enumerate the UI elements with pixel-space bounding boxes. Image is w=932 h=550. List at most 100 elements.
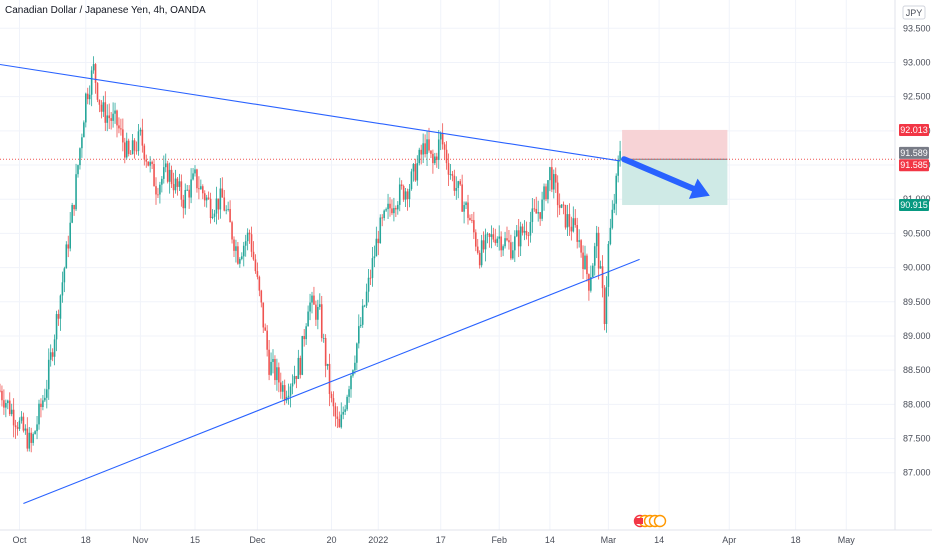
- candle-body: [203, 193, 206, 201]
- candle-body: [69, 222, 71, 249]
- candle-body: [135, 150, 138, 152]
- candle-body: [53, 339, 56, 357]
- candle-body: [287, 395, 290, 398]
- candle-body: [51, 352, 54, 357]
- candle-body: [90, 70, 93, 95]
- candle-body: [599, 266, 602, 269]
- candle-body: [461, 184, 463, 212]
- candle-body: [180, 181, 183, 200]
- stop-loss-label: 92.013: [900, 125, 928, 135]
- candle-body: [387, 203, 389, 210]
- candle-body: [104, 102, 107, 123]
- candle-body: [1, 390, 3, 401]
- candle-body: [529, 221, 532, 236]
- candle-body: [155, 186, 157, 195]
- candle-body: [336, 416, 339, 419]
- candle-body: [393, 207, 395, 214]
- candle-body: [14, 425, 17, 428]
- candle-body: [611, 209, 614, 228]
- candle-body: [139, 129, 142, 132]
- candle-body: [133, 140, 136, 151]
- candle-body: [590, 277, 592, 291]
- candle-body: [617, 160, 619, 176]
- candle-body: [49, 352, 52, 360]
- candle-body: [478, 252, 481, 266]
- candle-body: [303, 336, 305, 340]
- candle-body: [578, 240, 580, 242]
- candle-body: [149, 161, 151, 166]
- time-tick: 14: [545, 535, 555, 545]
- candle-body: [163, 167, 165, 179]
- candle-body: [281, 385, 284, 392]
- candle-body: [334, 406, 337, 417]
- support-trendline[interactable]: [23, 258, 640, 505]
- candle-body: [406, 191, 409, 200]
- candle-body: [395, 207, 397, 210]
- candle-body: [12, 409, 15, 426]
- event-marker-icon[interactable]: [653, 514, 667, 528]
- candle-body: [527, 235, 530, 236]
- candle-body: [274, 359, 276, 381]
- candle-body: [365, 291, 368, 306]
- candle-body: [211, 216, 214, 219]
- candle-body: [108, 115, 110, 119]
- time-tick: May: [838, 535, 856, 545]
- candle-body: [541, 199, 543, 219]
- candle-body: [166, 163, 169, 182]
- resistance-trendline[interactable]: [0, 63, 621, 162]
- candle-body: [358, 326, 360, 344]
- candle-body: [276, 367, 278, 381]
- candle-body: [297, 357, 300, 379]
- price-tick: 89.000: [903, 331, 931, 341]
- candle-body: [515, 230, 518, 237]
- candle-body: [268, 349, 270, 375]
- candle-body: [207, 197, 210, 199]
- candle-body: [418, 149, 421, 164]
- candle-body: [233, 239, 235, 251]
- candle-body: [586, 255, 588, 275]
- candle-body: [264, 327, 266, 331]
- time-tick: Nov: [132, 535, 149, 545]
- candle-body: [593, 246, 596, 266]
- candle-body: [402, 186, 405, 200]
- candle-body: [453, 175, 456, 191]
- candle-body: [556, 182, 559, 206]
- candle-body: [258, 276, 261, 291]
- event-markers[interactable]: [633, 514, 667, 528]
- time-tick: Mar: [601, 535, 617, 545]
- candle-body: [174, 178, 177, 191]
- currency-badge[interactable]: JPY: [902, 5, 926, 20]
- candle-body: [330, 393, 333, 399]
- candle-body: [241, 256, 243, 260]
- candle-body: [147, 161, 149, 166]
- candle-body: [506, 238, 508, 241]
- time-axis[interactable]: Oct 18 Nov 15 Dec 20 2022 17 Feb 14 Mar 14 Apr 18 May: [12, 535, 855, 545]
- candle-body: [554, 174, 557, 183]
- candle-body: [40, 403, 42, 408]
- candle-body: [533, 208, 536, 210]
- price-axis[interactable]: 87.000 87.500 88.000 88.500 89.000 89.500 90.0…: [903, 23, 931, 477]
- candle-body: [584, 255, 586, 270]
- time-tick: 2022: [368, 535, 388, 545]
- candle-body: [295, 376, 298, 379]
- candle-body: [488, 233, 491, 237]
- time-tick: Oct: [12, 535, 27, 545]
- candle-body: [436, 156, 438, 160]
- candle-body: [26, 428, 29, 449]
- candle-body: [196, 169, 198, 189]
- price-tick: 93.000: [903, 57, 931, 67]
- candle-body: [400, 184, 403, 187]
- candle-body: [186, 189, 188, 191]
- candle-body: [619, 151, 621, 161]
- time-tick: Apr: [722, 535, 736, 545]
- candle-body: [301, 336, 304, 375]
- candle-body: [305, 326, 307, 340]
- candle-body: [410, 171, 413, 189]
- candle-body: [428, 139, 430, 151]
- candle-body: [278, 367, 280, 383]
- trendlines[interactable]: [0, 63, 640, 505]
- candle-body: [597, 232, 600, 269]
- candle-body: [256, 271, 259, 277]
- candle-body: [188, 189, 190, 198]
